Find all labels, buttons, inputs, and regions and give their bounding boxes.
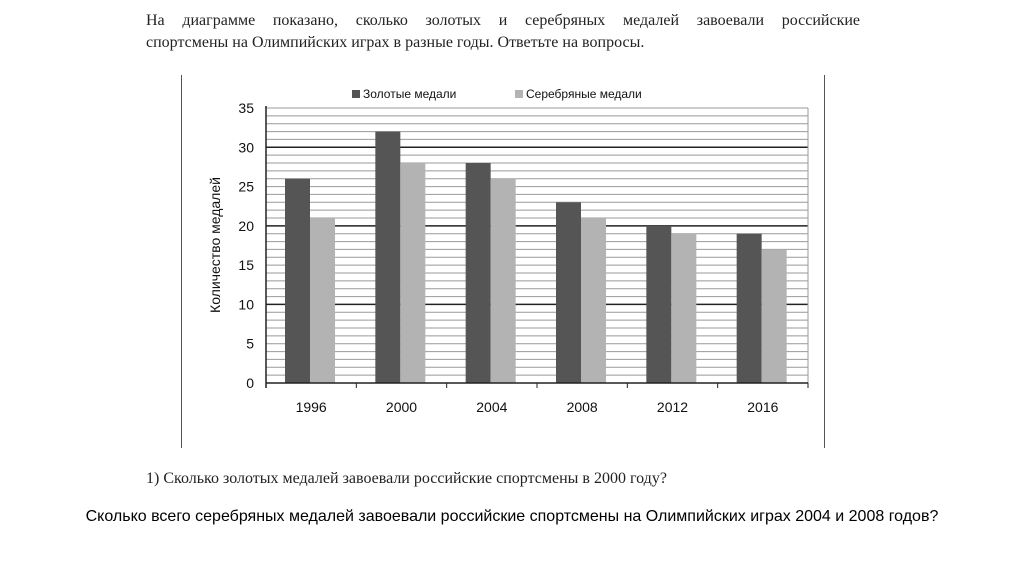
bar-silver-2000 (400, 163, 426, 383)
question-1: 1) Сколько золотых медалей завоевали рос… (146, 470, 667, 487)
bar-silver-2016 (761, 249, 787, 383)
bar-gold-2016 (736, 233, 762, 383)
x-tick-label: 2000 (386, 399, 417, 415)
y-tick-label: 10 (238, 296, 254, 312)
legend-swatch (515, 90, 523, 98)
legend-label: Серебряные медали (526, 87, 642, 101)
bar-gold-2012 (646, 225, 672, 383)
bar-silver-2008 (581, 218, 606, 383)
x-tick-label: 2012 (657, 399, 688, 415)
bar-gold-2008 (556, 202, 581, 383)
bar-silver-2004 (490, 178, 516, 383)
x-tick-label: 2016 (747, 399, 778, 415)
intro-text: На диаграмме показано, сколько золотых и… (146, 10, 860, 54)
intro-line-2: спортсмены на Олимпийских играх в разные… (146, 34, 645, 51)
legend-label: Золотые медали (363, 87, 456, 101)
y-tick-label: 5 (246, 336, 254, 352)
x-tick-label: 1996 (296, 399, 327, 415)
y-tick-label: 20 (238, 218, 254, 234)
bar-gold-1996 (285, 178, 310, 383)
y-tick-label: 25 (238, 179, 254, 195)
intro-line-1: На диаграмме показано, сколько золотых и… (146, 12, 860, 29)
chart-frame (181, 75, 825, 448)
legend-swatch (352, 90, 360, 98)
x-tick-label: 2008 (567, 399, 598, 415)
y-tick-label: 35 (238, 100, 254, 116)
y-tick-label: 0 (246, 375, 254, 391)
y-axis-label: Количество медалей (207, 177, 223, 313)
y-tick-label: 15 (238, 257, 254, 273)
bar-gold-2000 (375, 131, 401, 383)
question-2: Сколько всего серебряных медалей завоева… (85, 508, 939, 525)
bar-silver-1996 (310, 218, 335, 383)
x-tick-label: 2004 (476, 399, 507, 415)
bar-silver-2012 (671, 233, 697, 383)
bar-gold-2004 (465, 163, 491, 383)
y-tick-label: 30 (238, 139, 254, 155)
